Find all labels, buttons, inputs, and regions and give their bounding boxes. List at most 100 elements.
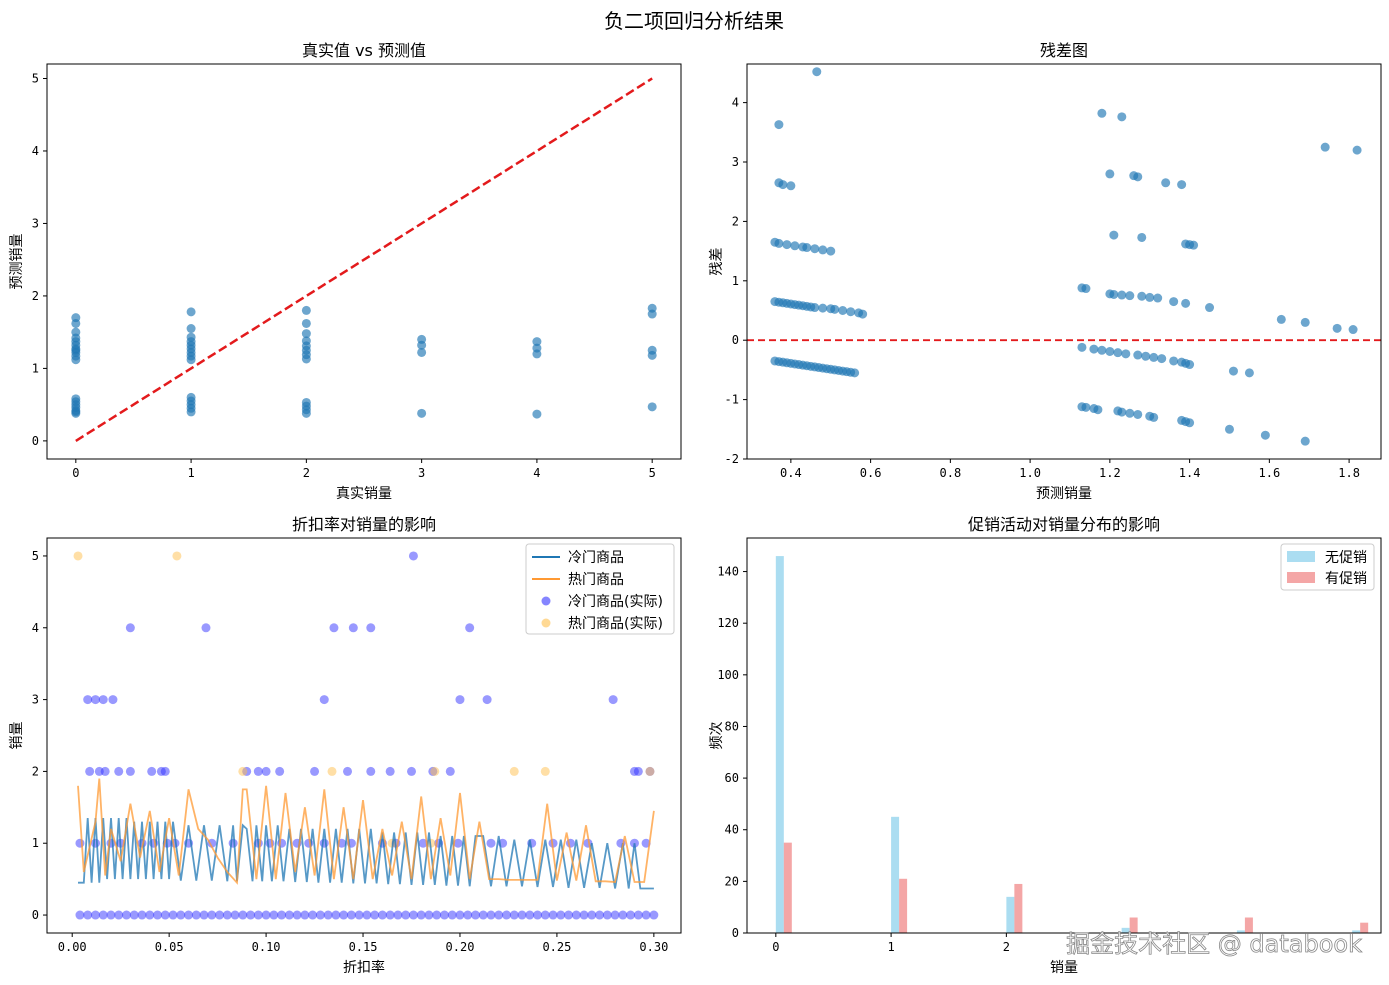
- histogram-bar: [1129, 917, 1138, 933]
- data-point: [1185, 418, 1195, 428]
- data-point: [71, 345, 81, 355]
- data-point: [1153, 293, 1163, 303]
- actual-point: [310, 766, 320, 776]
- data-point: [301, 397, 311, 407]
- x-tick-label: 1.4: [1179, 466, 1201, 480]
- data-point: [1137, 232, 1147, 242]
- data-point: [1125, 408, 1135, 418]
- zero-sales-point: [641, 910, 651, 920]
- data-point: [830, 304, 840, 314]
- x-tick-label: 1.8: [1338, 466, 1360, 480]
- zero-sales-point: [75, 910, 85, 920]
- legend-swatch: [541, 596, 551, 606]
- subplot-title: 残差图: [1040, 41, 1088, 60]
- zero-sales-point: [579, 910, 589, 920]
- actual-point: [100, 766, 110, 776]
- zero-sales-point: [416, 910, 426, 920]
- zero-sales-point: [137, 910, 147, 920]
- data-point: [186, 307, 196, 317]
- actual-point: [172, 551, 182, 561]
- legend-label: 热门商品: [568, 572, 624, 588]
- actual-point: [486, 838, 496, 848]
- data-point: [71, 313, 81, 323]
- actual-point: [125, 623, 135, 633]
- y-tick-label: 3: [32, 693, 39, 707]
- zero-sales-point: [121, 910, 131, 920]
- histogram-bar: [899, 878, 908, 933]
- zero-sales-point: [548, 910, 558, 920]
- zero-sales-point: [98, 910, 108, 920]
- plot-area: [71, 77, 657, 442]
- data-point: [1181, 298, 1191, 308]
- legend-swatch: [1287, 572, 1315, 583]
- zero-sales-point: [191, 910, 201, 920]
- data-point: [71, 407, 81, 417]
- actual-point: [83, 695, 93, 705]
- zero-sales-point: [222, 910, 232, 920]
- data-point: [301, 318, 311, 328]
- reference-line: [75, 77, 653, 442]
- data-point: [810, 244, 820, 254]
- legend-swatch: [1287, 551, 1315, 562]
- axes-frame: [46, 63, 682, 460]
- x-tick-label: 0.05: [155, 940, 184, 954]
- histogram-bar: [1360, 922, 1369, 933]
- x-tick-label: 2: [303, 466, 310, 480]
- x-tick-label: 5: [649, 466, 656, 480]
- data-point: [1205, 303, 1215, 313]
- y-tick-label: 140: [717, 565, 739, 579]
- data-point: [1113, 348, 1123, 358]
- zero-sales-point: [207, 910, 217, 920]
- histogram-bar: [1006, 896, 1015, 933]
- actual-point: [125, 766, 135, 776]
- actual-point: [201, 623, 211, 633]
- data-point: [1133, 409, 1143, 419]
- x-tick-label: 3: [418, 466, 425, 480]
- actual-point: [343, 766, 353, 776]
- x-tick-label: 0: [772, 940, 779, 954]
- data-point: [782, 240, 792, 250]
- data-point: [1161, 178, 1171, 188]
- legend-label: 无促销: [1325, 550, 1367, 566]
- zero-sales-point: [277, 910, 287, 920]
- axes-frame: [46, 537, 682, 934]
- y-tick-label: -1: [725, 393, 739, 407]
- data-point: [1081, 402, 1091, 412]
- zero-sales-point: [447, 910, 457, 920]
- x-tick-label: 0.4: [780, 466, 802, 480]
- actual-point: [253, 766, 263, 776]
- zero-sales-point: [401, 910, 411, 920]
- y-tick-label: 0: [732, 926, 739, 940]
- actual-point: [261, 766, 271, 776]
- y-tick-label: 100: [717, 668, 739, 682]
- data-point: [1097, 345, 1107, 355]
- zero-sales-point: [517, 910, 527, 920]
- actual-point: [85, 766, 95, 776]
- data-point: [1133, 172, 1143, 182]
- data-point: [1145, 292, 1155, 302]
- actual-point: [453, 838, 463, 848]
- data-point: [1348, 325, 1358, 335]
- zero-sales-point: [602, 910, 612, 920]
- actual-point: [455, 695, 465, 705]
- data-point: [1105, 169, 1115, 179]
- data-point: [1077, 342, 1087, 352]
- data-point: [812, 67, 822, 77]
- subplot-title: 真实值 vs 预测值: [302, 41, 426, 60]
- actual-point: [275, 766, 285, 776]
- zero-sales-point: [525, 910, 535, 920]
- data-point: [417, 334, 427, 344]
- zero-sales-point: [509, 910, 519, 920]
- y-tick-label: 0: [732, 333, 739, 347]
- zero-sales-point: [346, 910, 356, 920]
- data-point: [858, 309, 868, 319]
- x-tick-label: 0.00: [58, 940, 87, 954]
- zero-sales-point: [533, 910, 543, 920]
- y-axis-label: 残差: [709, 248, 725, 276]
- data-point: [1121, 349, 1131, 359]
- actual-point: [407, 766, 417, 776]
